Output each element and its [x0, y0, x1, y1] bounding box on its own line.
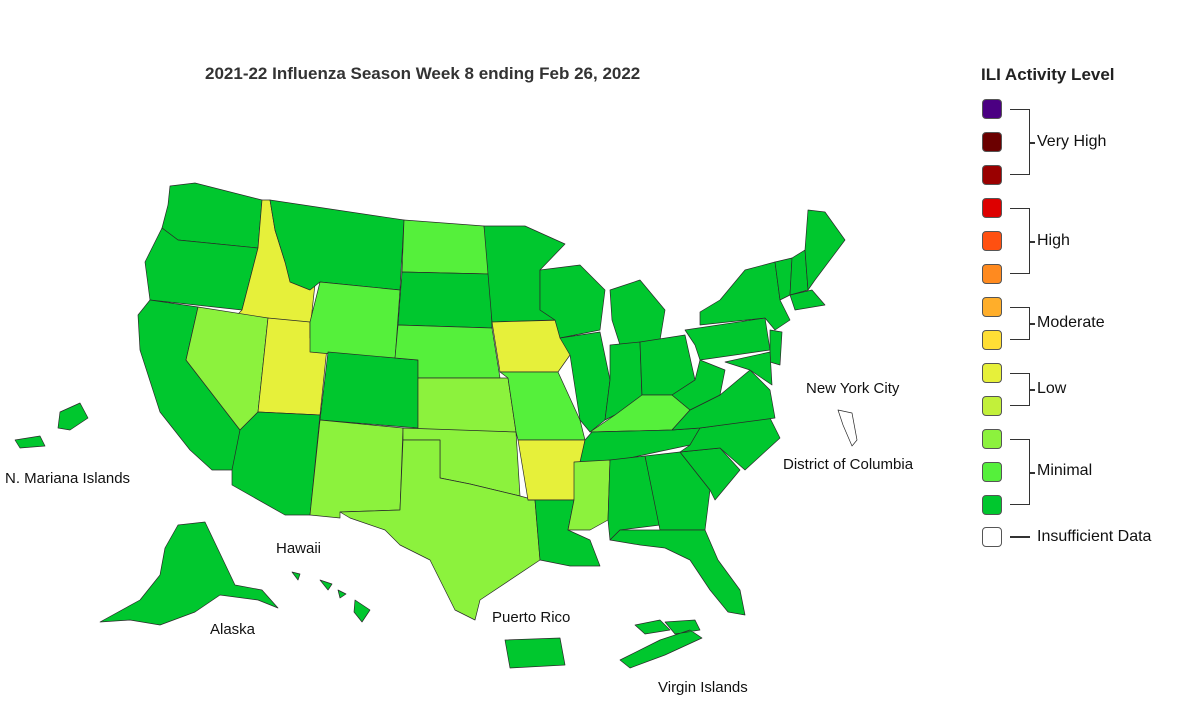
state-KS[interactable] — [417, 377, 517, 433]
dash-insufficient — [1010, 536, 1030, 538]
swatch-high-1 — [982, 264, 1002, 284]
state-SD[interactable] — [397, 271, 493, 329]
legend-high: High — [1037, 232, 1070, 249]
swatch-moderate-2 — [982, 297, 1002, 317]
swatch-low-2 — [982, 363, 1002, 383]
state-TX[interactable] — [339, 439, 541, 621]
state-GA[interactable] — [644, 451, 711, 531]
swatch-minimal-2 — [982, 462, 1002, 482]
city-NYC[interactable] — [837, 409, 858, 447]
swatch-low-1 — [982, 396, 1002, 416]
state-AZ[interactable] — [231, 411, 321, 516]
legend-insufficient-data: Insufficient Data — [1037, 528, 1152, 545]
legend-very-high: Very High — [1037, 133, 1107, 150]
brace-very-high — [1010, 109, 1030, 175]
state-MA[interactable] — [789, 289, 826, 311]
state-WA[interactable] — [161, 182, 263, 249]
territory-MP[interactable] — [14, 402, 89, 449]
state-MI[interactable] — [609, 279, 666, 346]
label-virgin-islands: Virgin Islands — [658, 679, 748, 696]
swatch-high-2 — [982, 231, 1002, 251]
brace-moderate — [1010, 307, 1030, 340]
state-NY[interactable] — [699, 261, 791, 331]
swatch-moderate-1 — [982, 330, 1002, 350]
state-ND[interactable] — [401, 219, 491, 275]
legend-minimal: Minimal — [1037, 462, 1093, 479]
state-WV[interactable] — [671, 359, 726, 411]
brace-tick-moderate — [1030, 323, 1035, 325]
legend-moderate: Moderate — [1037, 314, 1105, 331]
label-hawaii: Hawaii — [276, 540, 322, 557]
legend-low: Low — [1037, 380, 1067, 397]
state-CO[interactable] — [319, 351, 419, 429]
legend-title: ILI Activity Level — [981, 65, 1115, 84]
swatch-very-high-2 — [982, 132, 1002, 152]
swatch-minimal-1 — [982, 495, 1002, 515]
swatch-minimal-3 — [982, 429, 1002, 449]
brace-low — [1010, 373, 1030, 406]
swatch-very-high-1 — [982, 165, 1002, 185]
label-alaska: Alaska — [210, 621, 256, 638]
state-MD[interactable] — [724, 351, 773, 386]
state-PA[interactable] — [684, 317, 771, 361]
state-NJ[interactable] — [769, 329, 783, 366]
swatch-high-3 — [982, 198, 1002, 218]
territory-VI[interactable] — [619, 619, 703, 669]
label-district-of-columbia: District of Columbia — [783, 456, 914, 473]
state-NM[interactable] — [309, 419, 404, 519]
state-AK[interactable] — [99, 521, 279, 626]
brace-tick-high — [1030, 241, 1035, 243]
state-IL[interactable] — [559, 331, 611, 433]
state-WY[interactable] — [309, 281, 401, 361]
brace-tick-minimal — [1030, 472, 1035, 474]
brace-tick-low — [1030, 389, 1035, 391]
brace-high — [1010, 208, 1030, 274]
state-MS[interactable] — [567, 459, 611, 531]
state-FL[interactable] — [609, 529, 746, 616]
state-IA[interactable] — [491, 319, 571, 373]
label-n-mariana-islands: N. Mariana Islands — [5, 470, 131, 487]
swatch-insufficient — [982, 527, 1002, 547]
state-HI[interactable] — [291, 571, 371, 623]
territory-PR[interactable] — [504, 637, 566, 669]
label-puerto-rico: Puerto Rico — [492, 609, 571, 626]
us-map — [14, 182, 858, 669]
state-ME[interactable] — [804, 209, 846, 291]
label-new-york-city: New York City — [806, 380, 900, 397]
map-title: 2021-22 Influenza Season Week 8 ending F… — [205, 64, 641, 83]
brace-minimal — [1010, 439, 1030, 505]
state-MT[interactable] — [269, 199, 405, 291]
state-WI[interactable] — [539, 264, 606, 339]
brace-tick-very-high — [1030, 142, 1035, 144]
swatch-very-high-3 — [982, 99, 1002, 119]
